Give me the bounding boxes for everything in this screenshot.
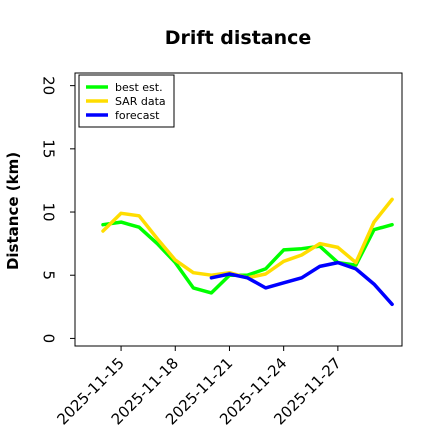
chart-title: Drift distance	[165, 27, 312, 49]
y-tick-label: 0	[40, 334, 58, 344]
plot-area	[101, 197, 394, 307]
y-tick-label: 5	[40, 270, 58, 280]
series-line-forecast	[209, 260, 394, 307]
y-axis-label: Distance (km)	[4, 152, 22, 270]
y-tick-label: 10	[40, 202, 58, 221]
legend-label: SAR data	[115, 95, 166, 108]
axes: 051015202025-11-152025-11-182025-11-2120…	[40, 76, 345, 428]
legend-label: forecast	[115, 109, 160, 122]
y-tick-label: 20	[40, 76, 58, 95]
y-tick-label: 15	[40, 139, 58, 158]
plot-frame	[74, 72, 403, 347]
legend-label: best est.	[115, 81, 163, 94]
